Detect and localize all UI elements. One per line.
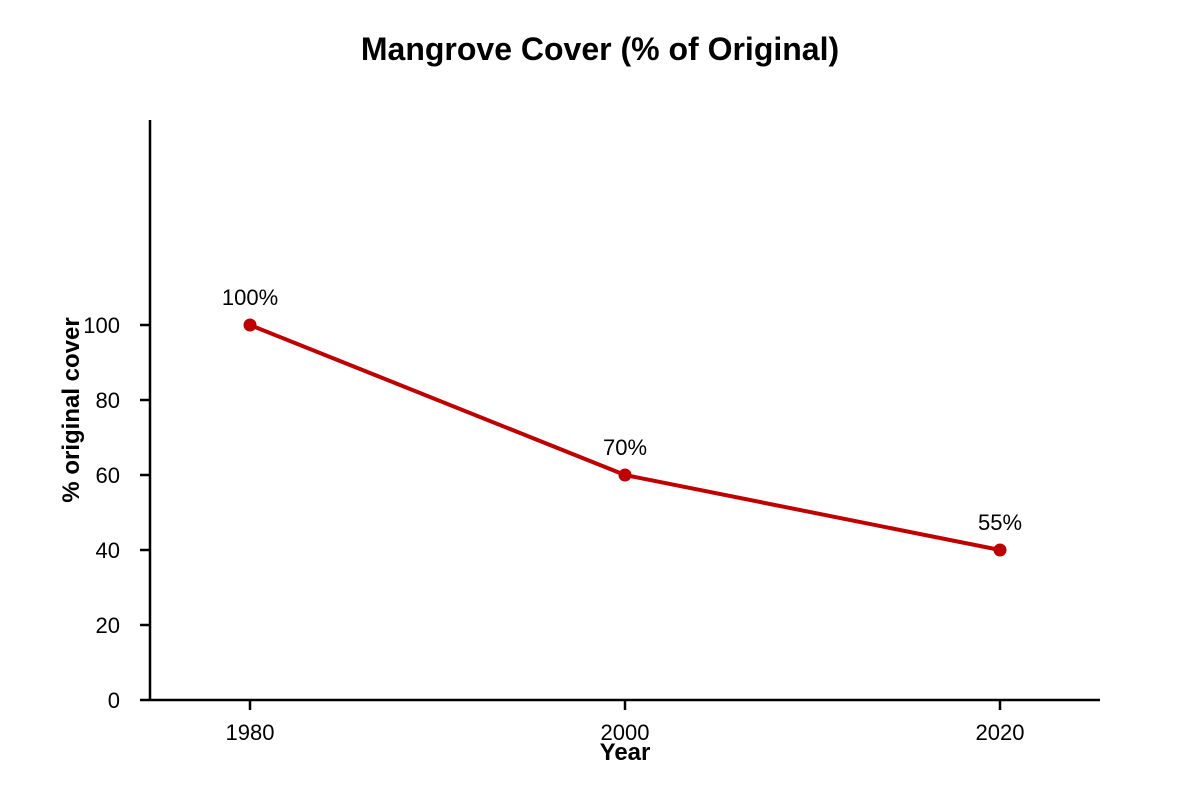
x-axis-ticks: 1980 2000 2020 [226,700,1025,745]
data-label: 55% [978,510,1022,535]
data-label: 70% [603,435,647,460]
data-point [993,543,1007,557]
data-points [243,318,1007,557]
x-tick-label: 1980 [226,720,275,745]
y-tick-label: 0 [108,688,120,713]
data-point [618,468,632,482]
y-tick-label: 80 [96,388,120,413]
y-tick-label: 100 [83,313,120,338]
y-axis-ticks: 0 20 40 60 80 100 [83,313,150,713]
data-labels: 100% 70% 55% [222,285,1022,535]
data-label: 100% [222,285,278,310]
y-axis-label: % original cover [58,317,85,502]
y-tick-label: 60 [96,463,120,488]
x-axis-label: Year [600,739,651,766]
y-tick-label: 40 [96,538,120,563]
data-point [243,318,257,332]
y-tick-label: 20 [96,613,120,638]
chart-title: Mangrove Cover (% of Original) [361,31,839,67]
x-tick-label: 2000 [601,720,650,745]
x-tick-label: 2020 [976,720,1025,745]
